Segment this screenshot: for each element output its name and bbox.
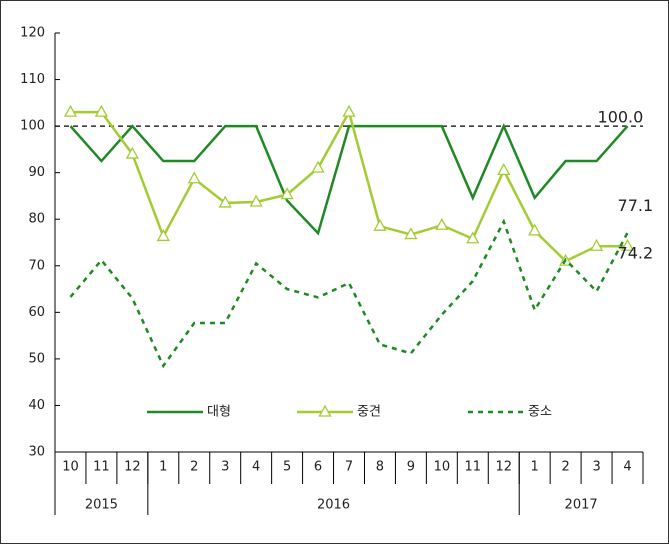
x-tick-label: 1 — [531, 460, 539, 475]
year-label: 2016 — [317, 498, 350, 513]
y-tick-label: 80 — [28, 212, 45, 227]
x-tick-label: 9 — [407, 460, 415, 475]
x-tick-label: 2 — [561, 460, 569, 475]
year-label: 2017 — [565, 498, 598, 513]
marker — [156, 229, 170, 242]
x-tick-label: 12 — [124, 460, 141, 475]
x-tick-label: 8 — [376, 460, 384, 475]
y-tick-label: 30 — [28, 445, 45, 460]
marker — [125, 146, 139, 159]
marker — [404, 227, 418, 240]
y-tick-label: 110 — [20, 72, 45, 87]
series-line — [69, 218, 629, 369]
marker — [94, 104, 109, 117]
marker — [620, 238, 635, 251]
x-tick-label: 1 — [159, 460, 167, 475]
x-tick-label: 4 — [252, 460, 260, 475]
marker — [435, 217, 449, 230]
legend-label: 대형 — [207, 405, 231, 420]
marker — [373, 218, 387, 231]
x-tick-label: 12 — [495, 460, 512, 475]
x-tick-label: 3 — [221, 460, 229, 475]
marker — [466, 231, 480, 244]
marker — [342, 104, 356, 117]
y-tick-label: 90 — [28, 165, 45, 180]
series-line — [69, 122, 629, 236]
x-tick-label: 11 — [93, 460, 110, 475]
marker — [63, 104, 78, 117]
x-tick-label: 7 — [345, 460, 353, 475]
marker — [311, 160, 325, 173]
marker — [280, 187, 294, 200]
y-tick-label: 40 — [28, 398, 45, 413]
y-tick-label: 100 — [20, 119, 45, 134]
annotation: 100.0 — [598, 108, 644, 127]
x-tick-label: 5 — [283, 460, 291, 475]
y-tick-label: 120 — [20, 26, 45, 41]
legend-marker — [318, 404, 332, 417]
marker — [497, 162, 511, 175]
y-tick-label: 60 — [28, 305, 45, 320]
x-tick-label: 4 — [623, 460, 631, 475]
x-tick-label: 11 — [465, 460, 482, 475]
annotation: 74.2 — [618, 244, 654, 263]
y-tick-label: 70 — [28, 258, 45, 273]
legend-label: 중견 — [357, 405, 381, 420]
x-tick-label: 6 — [314, 460, 322, 475]
marker — [589, 238, 604, 251]
y-tick-label: 50 — [28, 351, 45, 366]
marker — [528, 223, 542, 236]
annotation: 77.1 — [618, 196, 654, 215]
x-tick-label: 3 — [592, 460, 600, 475]
x-tick-label: 2 — [190, 460, 198, 475]
year-label: 2015 — [85, 498, 118, 513]
legend-label: 중소 — [528, 405, 552, 420]
x-tick-label: 10 — [434, 460, 451, 475]
x-tick-label: 10 — [62, 460, 79, 475]
marker — [187, 171, 201, 184]
marker — [218, 195, 232, 208]
marker — [249, 194, 263, 207]
